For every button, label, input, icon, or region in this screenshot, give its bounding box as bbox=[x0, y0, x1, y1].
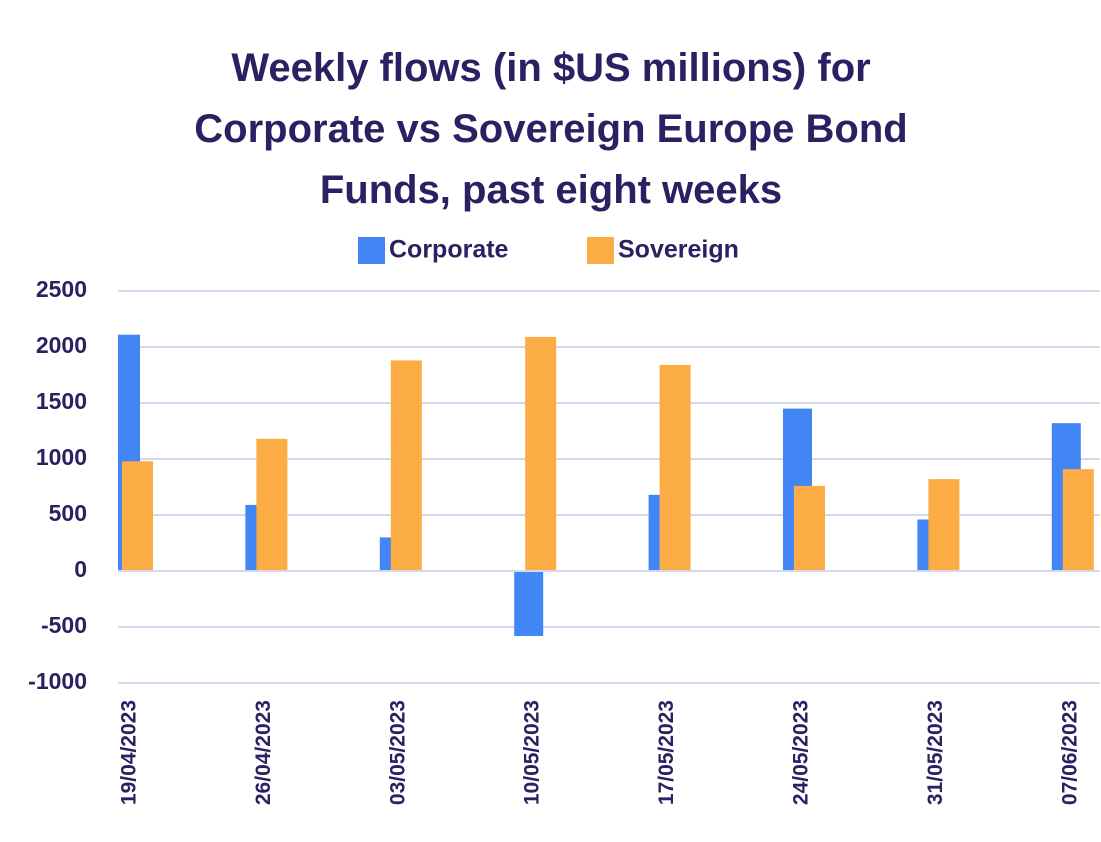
y-tick-label: 2500 bbox=[36, 276, 87, 302]
bar bbox=[525, 336, 557, 571]
legend-label: Corporate bbox=[389, 236, 509, 264]
x-tick-label: 31/05/2023 bbox=[924, 700, 947, 805]
y-tick-label: -500 bbox=[41, 612, 87, 638]
legend-swatch bbox=[587, 237, 614, 264]
bar bbox=[1062, 469, 1094, 571]
legend-label: Sovereign bbox=[618, 236, 739, 264]
y-tick-label: 0 bbox=[74, 556, 87, 582]
bar bbox=[256, 438, 288, 571]
bar bbox=[390, 360, 422, 571]
bar bbox=[514, 571, 544, 636]
bar bbox=[794, 485, 825, 571]
x-tick-label: 10/05/2023 bbox=[521, 700, 544, 805]
y-tick-label: 1000 bbox=[36, 444, 87, 470]
x-tick-label: 17/05/2023 bbox=[655, 700, 678, 805]
x-tick-label: 26/04/2023 bbox=[252, 700, 275, 805]
bar bbox=[659, 364, 691, 571]
chart-title: Weekly flows (in $US millions) for Corpo… bbox=[194, 46, 908, 212]
bars bbox=[118, 334, 1094, 636]
y-tick-label: 2000 bbox=[36, 332, 87, 358]
y-tick-label: -1000 bbox=[28, 668, 87, 694]
y-tick-label: 1500 bbox=[36, 388, 87, 414]
x-tick-label: 07/06/2023 bbox=[1058, 700, 1081, 805]
bar bbox=[122, 461, 153, 571]
x-tick-label: 24/05/2023 bbox=[790, 700, 813, 805]
x-tick-label: 03/05/2023 bbox=[386, 700, 409, 805]
y-tick-label: 500 bbox=[49, 500, 87, 526]
x-tick-label: 19/04/2023 bbox=[118, 700, 141, 805]
legend-swatch bbox=[358, 237, 385, 264]
bar bbox=[928, 479, 960, 571]
